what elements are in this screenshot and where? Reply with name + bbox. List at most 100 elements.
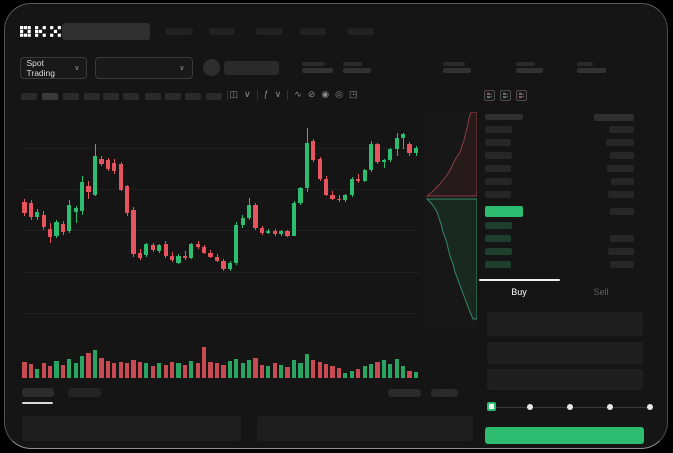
- volume-bar: [189, 360, 194, 378]
- candle-body: [311, 141, 316, 161]
- candle-wick: [338, 194, 340, 202]
- candle-body: [304, 142, 309, 189]
- candle-body: [150, 244, 155, 251]
- ask-row[interactable]: [484, 190, 634, 198]
- slider-stop-dot[interactable]: [646, 404, 653, 410]
- volume-bar: [401, 365, 406, 378]
- slider-stop-dot[interactable]: [606, 404, 613, 410]
- timeframe-button[interactable]: [102, 92, 119, 100]
- chart-canvas[interactable]: [21, 115, 420, 332]
- bottom-tab-active[interactable]: [21, 387, 54, 397]
- toolbar-divider: [256, 89, 258, 100]
- nav-item-placeholder[interactable]: [255, 27, 283, 35]
- market-type-dropdown[interactable]: Spot Trading ∨: [19, 56, 87, 79]
- bid-row[interactable]: [484, 234, 634, 242]
- compare-icon[interactable]: ⊘: [307, 89, 316, 99]
- volume-bar: [368, 364, 374, 378]
- ticker-stat-label: [301, 61, 325, 66]
- ask-row[interactable]: [484, 164, 634, 172]
- orderbook-layout-bids-icon[interactable]: [499, 89, 511, 101]
- amount-input-placeholder[interactable]: [486, 341, 643, 364]
- last-price-row[interactable]: [484, 205, 634, 217]
- chart-tools: ◫ ∨ ƒ ∨ ∿ ⊘ ◉ ◎ ◳: [230, 88, 358, 102]
- orderbook-layout-asks-icon[interactable]: [515, 89, 527, 101]
- timeframe-button[interactable]: [122, 92, 139, 100]
- ask-row[interactable]: [484, 138, 634, 146]
- volume-bar: [73, 362, 78, 378]
- volume-bars: [22, 344, 420, 378]
- buy-submit-button[interactable]: [484, 426, 644, 444]
- ask-row[interactable]: [484, 177, 634, 185]
- slider-stop-dot[interactable]: [527, 404, 534, 410]
- pair-dropdown[interactable]: ∨: [94, 56, 193, 79]
- bottom-action-placeholder[interactable]: [430, 388, 458, 397]
- volume-bar: [28, 364, 33, 378]
- price-cell: [484, 260, 511, 268]
- okx-logo[interactable]: [19, 25, 62, 39]
- timeframe-button[interactable]: [164, 92, 181, 100]
- candle-body: [54, 221, 59, 236]
- orderbook-layout-both-icon[interactable]: [483, 89, 495, 101]
- volume-bar: [394, 358, 399, 378]
- camera-icon[interactable]: ◉: [321, 89, 330, 99]
- pair-search-placeholder[interactable]: [61, 22, 150, 40]
- candle-wick: [383, 158, 385, 168]
- volume-bar: [86, 352, 91, 378]
- slider-handle[interactable]: [486, 402, 496, 411]
- timeframe-button[interactable]: [205, 92, 222, 100]
- timeframe-button[interactable]: [184, 92, 201, 100]
- bid-row[interactable]: [484, 260, 634, 268]
- bottom-tab[interactable]: [67, 387, 101, 397]
- volume-bar: [413, 372, 419, 378]
- chevron-down-icon[interactable]: ∨: [244, 89, 251, 99]
- ticker-stat-value: [342, 67, 371, 73]
- slider-stop-dot[interactable]: [567, 404, 573, 410]
- chevron-down-icon[interactable]: ∨: [274, 89, 282, 99]
- timeframe-button[interactable]: [62, 92, 79, 100]
- candle-body: [144, 243, 149, 255]
- amount-cell: [608, 125, 634, 133]
- volume-bar: [330, 365, 335, 378]
- settings-icon[interactable]: ◎: [335, 89, 344, 99]
- volume-bar: [336, 367, 342, 378]
- candle-body: [125, 186, 130, 213]
- chart-type-icon[interactable]: ◫: [229, 89, 239, 99]
- volume-bar: [317, 361, 322, 378]
- volume-bar: [22, 362, 27, 378]
- candle-body: [362, 170, 367, 181]
- ask-row[interactable]: [484, 125, 634, 133]
- nav-item-placeholder[interactable]: [346, 27, 374, 35]
- volume-bar: [150, 365, 155, 378]
- volume-bar: [407, 371, 412, 378]
- orderbook-header[interactable]: [484, 113, 634, 121]
- timeframe-button-active[interactable]: [41, 92, 58, 100]
- amount-slider[interactable]: [486, 399, 653, 415]
- timeframe-button[interactable]: [144, 92, 161, 100]
- volume-bar: [285, 366, 290, 378]
- bid-row[interactable]: [484, 247, 634, 255]
- total-input-placeholder[interactable]: [486, 368, 643, 390]
- nav-item-placeholder[interactable]: [299, 27, 326, 35]
- line-tool-icon[interactable]: ∿: [294, 89, 302, 99]
- timeframe-button[interactable]: [83, 92, 100, 100]
- indicators-icon[interactable]: ƒ: [263, 89, 269, 99]
- bottom-action-placeholder[interactable]: [387, 388, 421, 397]
- candle-body: [413, 147, 419, 153]
- nav-item-placeholder[interactable]: [208, 27, 235, 35]
- ticker-stat-value: [515, 67, 543, 73]
- fullscreen-icon[interactable]: ◳: [349, 89, 358, 99]
- price-input-placeholder[interactable]: [486, 311, 643, 336]
- depth-chart[interactable]: [424, 111, 477, 330]
- candle-body: [234, 225, 239, 263]
- orderbook[interactable]: [484, 113, 634, 270]
- candle-body: [202, 247, 207, 253]
- tab-sell[interactable]: Sell: [593, 286, 609, 297]
- bid-row[interactable]: [484, 221, 634, 229]
- nav-item-placeholder[interactable]: [164, 27, 193, 35]
- tab-buy[interactable]: Buy: [511, 286, 527, 297]
- ask-row[interactable]: [484, 151, 634, 159]
- candle-body: [41, 214, 46, 227]
- candle-body: [182, 255, 187, 258]
- volume-bar: [182, 365, 187, 378]
- timeframe-button[interactable]: [20, 92, 37, 100]
